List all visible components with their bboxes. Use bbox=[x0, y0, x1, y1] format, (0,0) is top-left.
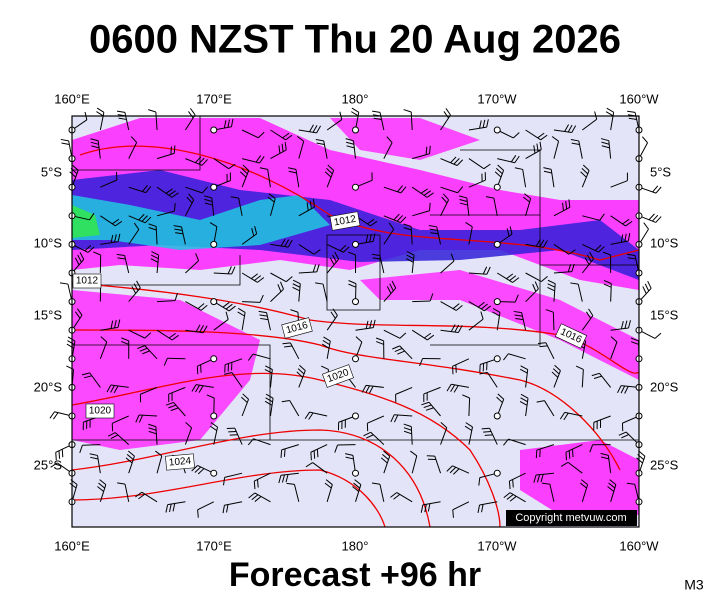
barb-feather bbox=[198, 510, 199, 518]
station-circle bbox=[494, 127, 500, 133]
station-circle bbox=[494, 184, 500, 190]
copyright: Copyright metvuw.com bbox=[515, 512, 626, 524]
barb-staff bbox=[167, 358, 185, 359]
isobar-label-text: 1024 bbox=[168, 456, 192, 469]
lon-label-top: 160°E bbox=[54, 91, 90, 106]
station-circle bbox=[211, 356, 217, 362]
barb-feather bbox=[513, 480, 514, 488]
lon-label-bottom: 180° bbox=[342, 538, 369, 553]
barb-feather bbox=[509, 481, 510, 489]
station-circle bbox=[353, 356, 359, 362]
lon-label-bottom: 160°W bbox=[619, 538, 659, 553]
lon-label-bottom: 170°E bbox=[196, 538, 232, 553]
isobar-label-text: 1012 bbox=[76, 276, 99, 287]
station-circle bbox=[494, 470, 500, 476]
barb-staff bbox=[469, 398, 470, 416]
barb-feather bbox=[311, 452, 312, 460]
barb-feather bbox=[284, 449, 285, 457]
station-circle bbox=[211, 413, 217, 419]
station-circle bbox=[211, 241, 217, 247]
isobar-label: 1012 bbox=[73, 274, 101, 288]
lon-label-top: 170°W bbox=[477, 91, 517, 106]
footer: Forecast +96 hr bbox=[229, 556, 481, 594]
barb-feather bbox=[482, 428, 490, 429]
lon-label-top: 180° bbox=[342, 91, 369, 106]
station-circle bbox=[211, 299, 217, 305]
barb-feather bbox=[317, 449, 318, 457]
isobar-label-text: 1020 bbox=[89, 406, 112, 417]
station-circle bbox=[353, 184, 359, 190]
lon-label-bottom: 160°E bbox=[54, 538, 90, 553]
barb-staff bbox=[553, 312, 554, 330]
station-circle bbox=[211, 470, 217, 476]
barb-feather bbox=[429, 203, 430, 211]
isobar-label: 1024 bbox=[165, 454, 194, 470]
lon-label-bottom: 170°W bbox=[477, 538, 517, 553]
barb-feather bbox=[569, 451, 570, 459]
barb-feather bbox=[254, 481, 255, 489]
barb-staff bbox=[412, 301, 430, 302]
station-circle bbox=[494, 299, 500, 305]
lat-label-right: 10°S bbox=[650, 235, 679, 250]
barb-feather bbox=[573, 449, 574, 457]
barb-feather bbox=[453, 510, 454, 518]
barb-feather bbox=[566, 452, 567, 460]
lon-label-top: 170°E bbox=[196, 91, 232, 106]
barb-staff bbox=[82, 445, 100, 446]
barb-feather bbox=[174, 145, 175, 153]
title: 0600 NZST Thu 20 Aug 2026 bbox=[89, 18, 621, 62]
station-circle bbox=[353, 299, 359, 305]
station-circle bbox=[211, 184, 217, 190]
station-circle bbox=[494, 413, 500, 419]
lat-label-left: 5°S bbox=[41, 164, 62, 179]
barb-feather bbox=[314, 451, 315, 459]
lat-label-right: 15°S bbox=[650, 307, 679, 322]
barb-feather bbox=[485, 435, 493, 436]
barb-feather bbox=[281, 450, 282, 458]
station-circle bbox=[211, 127, 217, 133]
station-circle bbox=[353, 241, 359, 247]
map-area bbox=[50, 108, 661, 527]
barb-staff bbox=[611, 284, 612, 302]
lat-label-left: 20°S bbox=[34, 379, 63, 394]
isobar-label: 1020 bbox=[86, 404, 114, 418]
lat-label-right: 5°S bbox=[650, 164, 671, 179]
lat-label-right: 25°S bbox=[650, 457, 679, 472]
lat-label-left: 10°S bbox=[34, 235, 63, 250]
lat-label-right: 20°S bbox=[650, 379, 679, 394]
lon-label-top: 160°W bbox=[619, 91, 659, 106]
station-circle bbox=[494, 241, 500, 247]
barb-feather bbox=[483, 432, 491, 433]
station-circle bbox=[353, 470, 359, 476]
station-circle bbox=[353, 413, 359, 419]
lat-label-left: 15°S bbox=[34, 307, 63, 322]
barb-feather bbox=[258, 480, 259, 488]
map-code: M3 bbox=[684, 577, 704, 593]
barb-feather bbox=[62, 449, 63, 457]
barb-feather bbox=[171, 146, 172, 154]
station-circle bbox=[353, 127, 359, 133]
lat-label-left: 25°S bbox=[34, 457, 63, 472]
station-circle bbox=[494, 356, 500, 362]
